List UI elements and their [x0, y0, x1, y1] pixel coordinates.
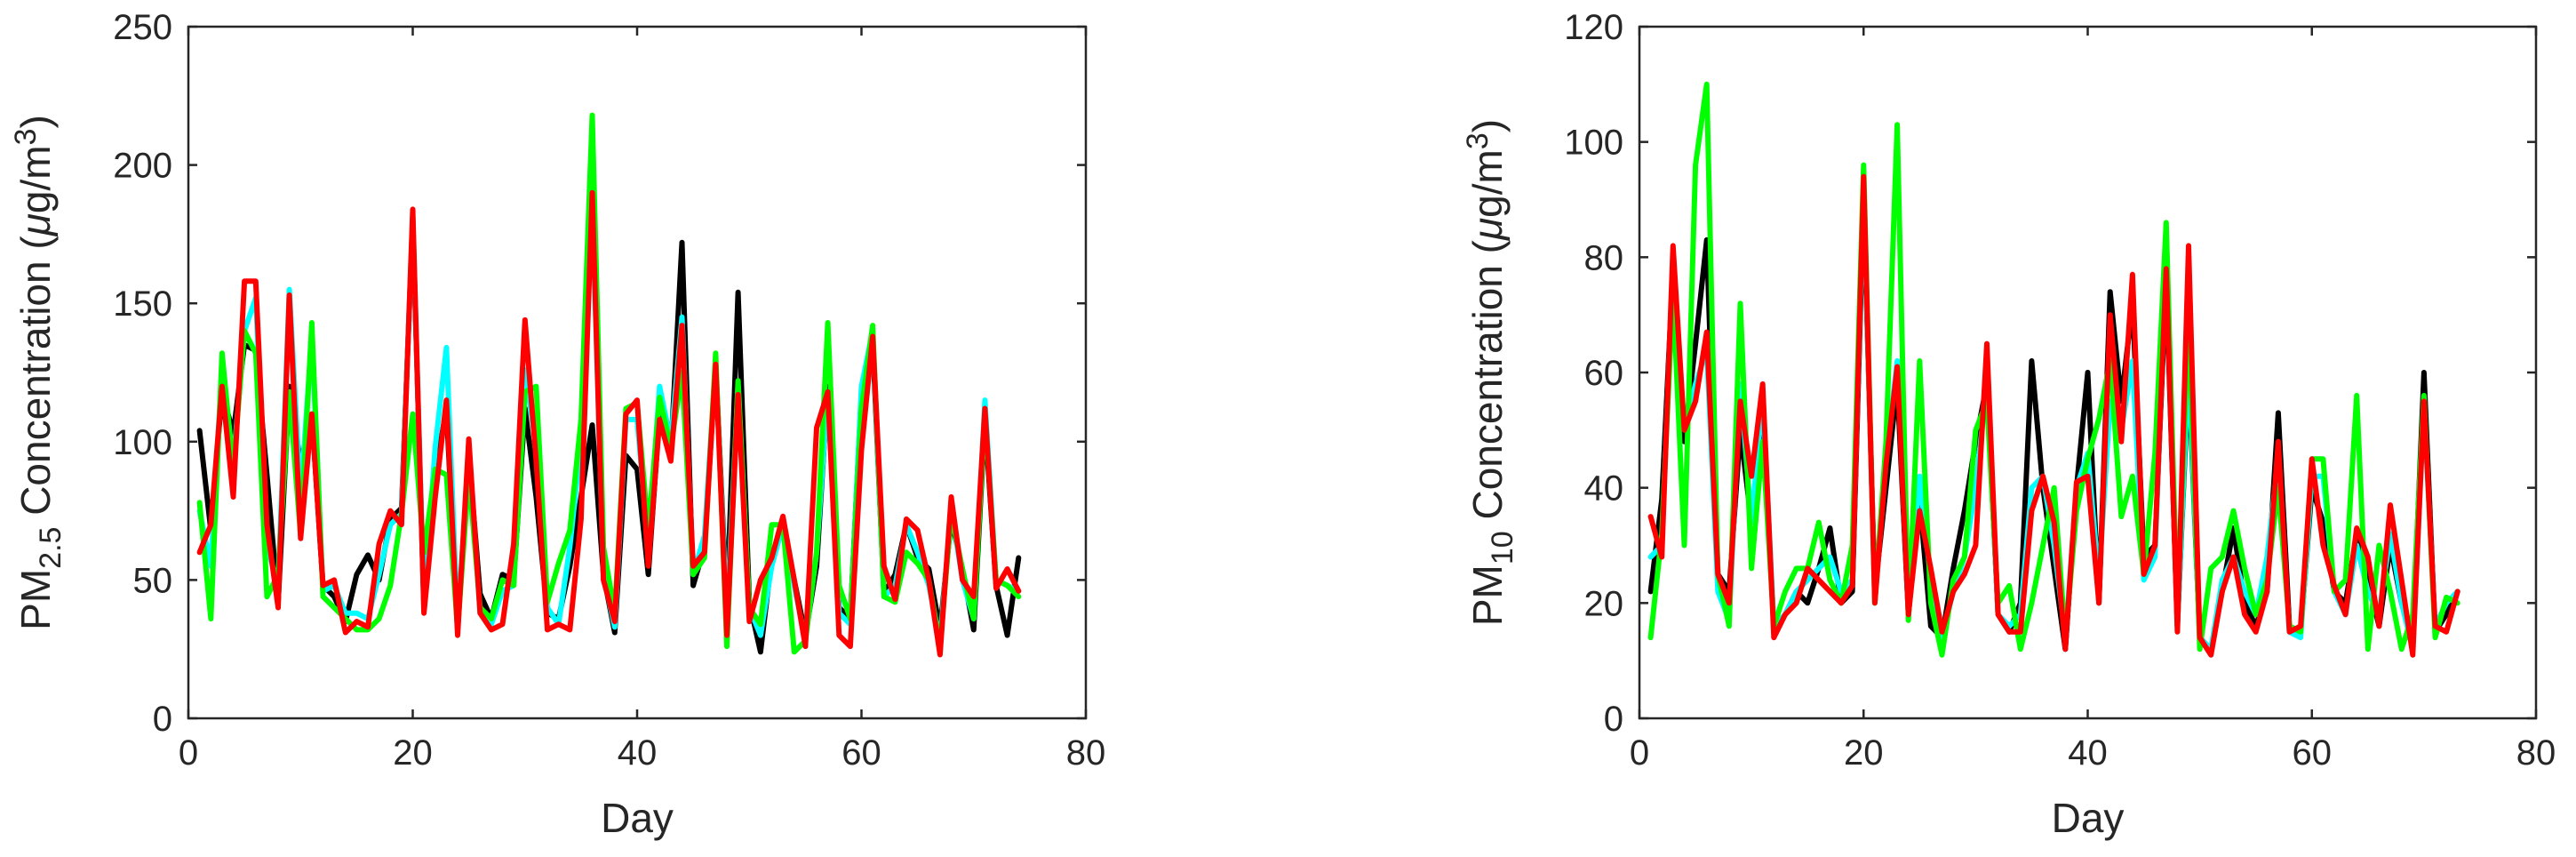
pm10-x-tick-label: 80: [2516, 733, 2556, 773]
pm25-y-tick-label: 50: [133, 561, 173, 600]
pm25-y-tick-label: 0: [153, 700, 172, 739]
pm10-ylabel-superscript: 3: [1461, 132, 1495, 149]
pm10-y-tick-label: 120: [1564, 8, 1623, 47]
pm10-ylabel-subscript: 10: [1486, 531, 1519, 565]
pm25-y-tick-label: 200: [113, 147, 172, 186]
pm25-x-axis-label: Day: [601, 795, 674, 841]
pm10-x-axis-label: Day: [2052, 795, 2125, 841]
pm10-ylabel-mid: Concentration (: [1464, 239, 1511, 531]
pm25-x-tick-label: 20: [393, 733, 433, 773]
pm10-y-tick-label: 100: [1564, 124, 1623, 163]
pm25-ylabel-subscript: 2.5: [34, 527, 68, 569]
pm10-y-tick-label: 40: [1584, 469, 1624, 509]
pm10-x-tick-label: 40: [2068, 733, 2108, 773]
pm10-series-line-red: [1647, 173, 2460, 658]
pm10-ylabel-mu: μ: [1464, 218, 1511, 241]
pm25-x-tick-label: 80: [1066, 733, 1106, 773]
pm10-x-tick-label: 0: [1630, 733, 1649, 773]
pm25-chart: 0 20 40 60 80 0 50 100 150 200 250 Day PM2.5 Conce…: [9, 8, 1105, 841]
pm10-series-lines: [1647, 81, 2460, 658]
pm10-chart: 0 20 40 60 80 0 20 40 60 80 100 120 Day PM10 Concen…: [1461, 8, 2556, 841]
pm25-ylabel-prefix: PM: [12, 569, 59, 630]
pm10-y-tick-label: 20: [1584, 584, 1624, 623]
pm25-series-lines: [196, 112, 1022, 658]
pm25-ylabel-suffix: ): [12, 115, 59, 128]
pm25-x-tick-label: 60: [841, 733, 881, 773]
pm25-series-line-red: [196, 189, 1022, 658]
pm25-y-tick-label: 150: [113, 284, 172, 324]
pm10-ylabel-suffix: ): [1464, 119, 1511, 132]
pm25-ylabel-superscript: 3: [9, 128, 43, 145]
pm25-x-tick-label: 0: [179, 733, 198, 773]
pm10-x-tick-label: 20: [1844, 733, 1884, 773]
pm10-y-tick-label: 0: [1604, 700, 1623, 739]
pm25-y-axis-label: PM2.5 Concentration (μg/m3): [9, 115, 68, 630]
pm10-y-tick-label: 80: [1584, 238, 1624, 277]
pm10-x-tick-label: 60: [2293, 733, 2333, 773]
pm10-ticks: 0 20 40 60 80 0 20 40 60 80 100 120: [1564, 8, 2556, 773]
pm10-ylabel-prefix: PM: [1464, 565, 1511, 626]
pm25-ticks: 0 20 40 60 80 0 50 100 150 200 250: [113, 8, 1105, 773]
pm25-x-tick-label: 40: [618, 733, 658, 773]
pm25-ylabel-mid: Concentration (: [12, 236, 59, 527]
pm25-ylabel-mu: μ: [12, 213, 59, 236]
pm10-y-tick-label: 60: [1584, 354, 1624, 393]
pm10-series-line-green: [1647, 81, 2460, 658]
pm10-y-axis-label: PM10 Concentration (μg/m3): [1461, 119, 1519, 626]
pm25-ylabel-unit: g/m: [12, 145, 59, 213]
pm25-y-tick-label: 100: [113, 423, 172, 462]
pm10-ylabel-unit: g/m: [1464, 149, 1511, 218]
pm25-y-tick-label: 250: [113, 8, 172, 47]
